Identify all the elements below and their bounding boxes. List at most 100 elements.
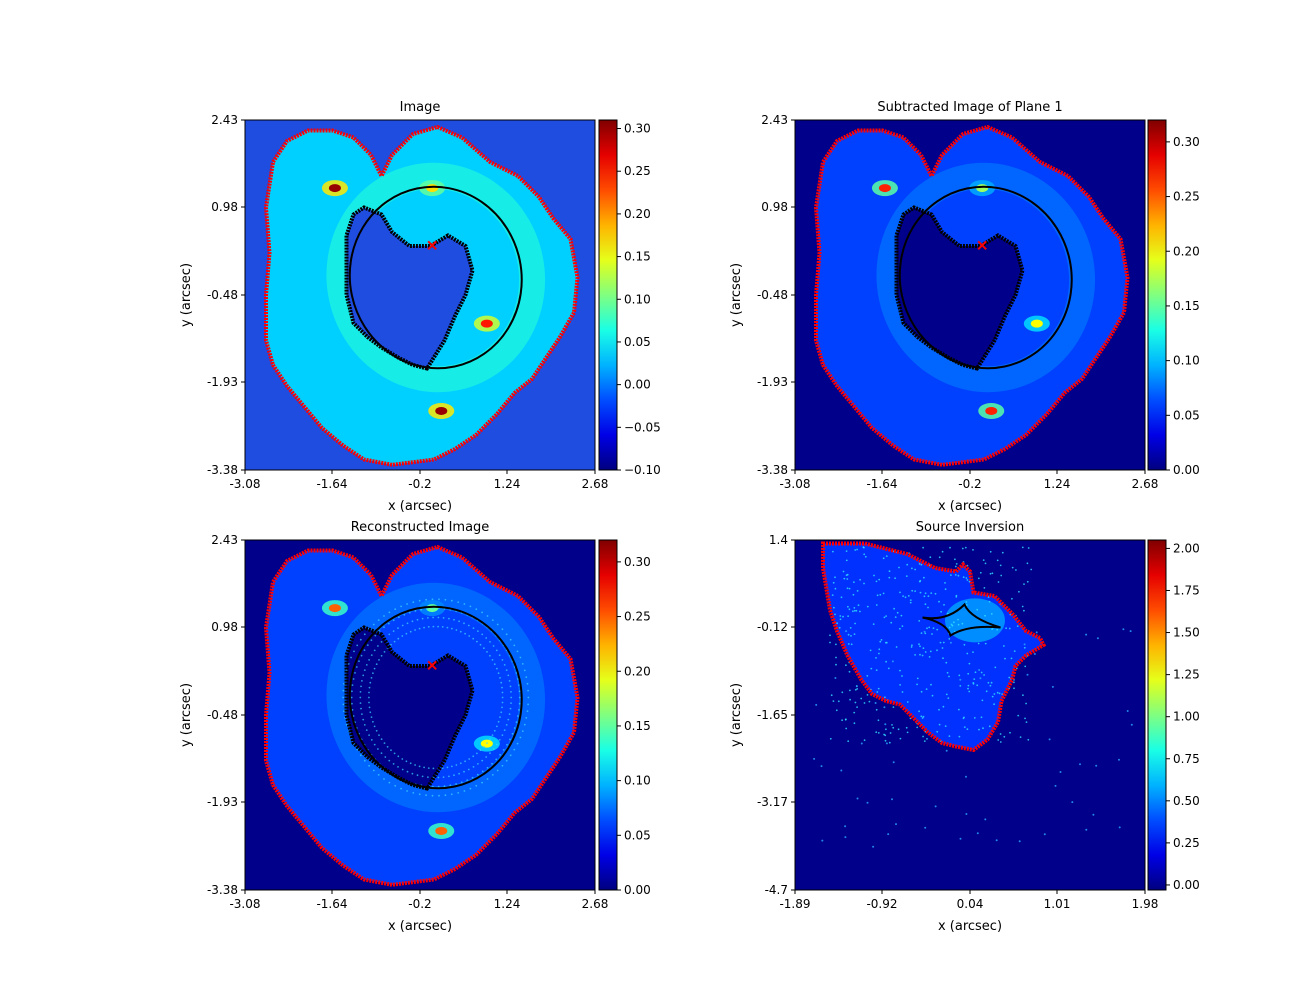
- x-tick-label: 2.68: [582, 477, 609, 491]
- critical-curve: [898, 185, 1073, 370]
- bright-spot-4: [435, 826, 448, 835]
- plot-area: [245, 120, 595, 470]
- bright-spot-1: [328, 604, 341, 613]
- mask-border: [263, 544, 580, 887]
- plot-area: [795, 540, 1145, 890]
- bright-spot-1: [328, 184, 341, 193]
- centre-marker: [427, 660, 437, 671]
- colorbar-tick-label: 0.05: [624, 335, 651, 349]
- y-tick-label: -3.17: [757, 795, 788, 809]
- colorbar-tick-label: 0.25: [1173, 190, 1200, 204]
- panel-title: Reconstructed Image: [351, 520, 490, 535]
- panel-title: Subtracted Image of Plane 1: [877, 100, 1062, 115]
- colorbar-tick-label: 0.15: [1173, 299, 1200, 313]
- x-tick-label: 1.01: [1044, 897, 1071, 911]
- y-tick-label: -1.93: [207, 795, 238, 809]
- y-tick-label: 0.98: [211, 620, 238, 634]
- bright-spot-3: [480, 319, 493, 328]
- centre-marker: [977, 240, 987, 251]
- x-tick-label: 1.24: [494, 897, 521, 911]
- colorbar-tick-label: 0.50: [1173, 794, 1200, 808]
- x-tick-label: -1.64: [316, 897, 347, 911]
- critical-curve: [348, 605, 523, 790]
- colorbar-tick-label: 0.30: [624, 555, 651, 569]
- bright-spot-3: [1030, 319, 1043, 328]
- y-axis-label: y (arcsec): [729, 263, 744, 327]
- x-axis-label: x (arcsec): [388, 919, 452, 934]
- source-border: [821, 541, 1047, 753]
- panel-3: Reconstructed Image -3.08 -1.64 -0.2 1.24 2.6…: [179, 520, 651, 934]
- plot-area: [795, 120, 1145, 470]
- inner-border: [344, 625, 475, 791]
- colorbar-tick-label: 0.10: [624, 292, 651, 306]
- bright-spot-2: [426, 184, 439, 193]
- colorbar-tick-label: 0.00: [624, 883, 651, 897]
- bright-spot-1: [878, 184, 891, 193]
- critical-curve: [348, 185, 523, 370]
- colorbar-tick-label: −0.10: [624, 463, 661, 477]
- x-axis-label: x (arcsec): [388, 499, 452, 514]
- panel-1: Image -3.08 -1.64 -0.2 1.24 2.68 2.43 0.98 -0.48…: [179, 100, 661, 514]
- x-tick-label: 2.68: [1132, 477, 1159, 491]
- y-tick-label: 1.4: [769, 533, 788, 547]
- mask-border: [263, 124, 580, 467]
- centre-marker: [427, 240, 437, 251]
- y-tick-label: -4.7: [765, 883, 788, 897]
- plot-area: [245, 540, 595, 890]
- y-tick-label: -1.93: [207, 375, 238, 389]
- x-tick-label: -1.64: [866, 477, 897, 491]
- colorbar-tick-label: 0.30: [624, 122, 651, 136]
- source-pixel-dots: [813, 546, 1133, 848]
- y-axis-label: y (arcsec): [179, 683, 194, 747]
- inner-hole: [346, 207, 473, 369]
- y-tick-label: 2.43: [211, 113, 238, 127]
- colorbar-tick-label: 0.20: [1173, 244, 1200, 258]
- x-tick-label: -0.2: [408, 897, 431, 911]
- y-axis-label: y (arcsec): [179, 263, 194, 327]
- colorbar-tick-label: 0.00: [624, 378, 651, 392]
- x-tick-label: -3.08: [229, 477, 260, 491]
- inner-border: [894, 205, 1025, 371]
- inner-border: [344, 205, 475, 371]
- caustic: [922, 602, 1001, 638]
- colorbar-tick-label: 1.00: [1173, 710, 1200, 724]
- colorbar-tick-label: 0.00: [1173, 878, 1200, 892]
- lensed-arc: [326, 162, 546, 393]
- x-tick-label: -0.92: [866, 897, 897, 911]
- x-tick-label: -1.89: [779, 897, 810, 911]
- bright-spot-4: [985, 406, 998, 415]
- panel-title: Image: [400, 100, 441, 115]
- bright-spot-2: [976, 184, 989, 193]
- y-tick-label: -1.93: [757, 375, 788, 389]
- x-axis-label: x (arcsec): [938, 499, 1002, 514]
- x-tick-label: 2.68: [582, 897, 609, 911]
- colorbar-tick-label: 0.25: [624, 610, 651, 624]
- colorbar-tick-label: 0.25: [624, 164, 651, 178]
- y-tick-label: -0.48: [757, 288, 788, 302]
- x-tick-label: -1.64: [316, 477, 347, 491]
- x-tick-label: 1.24: [1044, 477, 1071, 491]
- colorbar-tick-label: 0.30: [1173, 135, 1200, 149]
- colorbar: [598, 119, 618, 471]
- colorbar-tick-label: 0.10: [1173, 354, 1200, 368]
- panel-2: Subtracted Image of Plane 1 -3.08 -1.64 -0.…: [729, 100, 1200, 514]
- y-tick-label: -3.38: [207, 463, 238, 477]
- colorbar-tick-label: 0.20: [624, 664, 651, 678]
- x-axis-label: x (arcsec): [938, 919, 1002, 934]
- source-core: [944, 598, 1005, 643]
- pixelization-dots: [342, 598, 530, 797]
- x-tick-label: -0.2: [958, 477, 981, 491]
- panel-title: Source Inversion: [916, 520, 1024, 535]
- x-tick-label: 1.24: [494, 477, 521, 491]
- colorbar-tick-label: 0.15: [624, 719, 651, 733]
- y-tick-label: -1.65: [757, 708, 788, 722]
- panel-4: Source Inversion -1.89 -0.92 0.04 1.01 1.98 1.…: [729, 520, 1200, 934]
- colorbar-tick-label: 0.25: [1173, 836, 1200, 850]
- x-tick-label: -3.08: [229, 897, 260, 911]
- colorbar-tick-label: 0.75: [1173, 752, 1200, 766]
- y-tick-label: 2.43: [211, 533, 238, 547]
- y-tick-label: -3.38: [207, 883, 238, 897]
- colorbar-tick-label: −0.05: [624, 420, 661, 434]
- x-tick-label: -0.2: [408, 477, 431, 491]
